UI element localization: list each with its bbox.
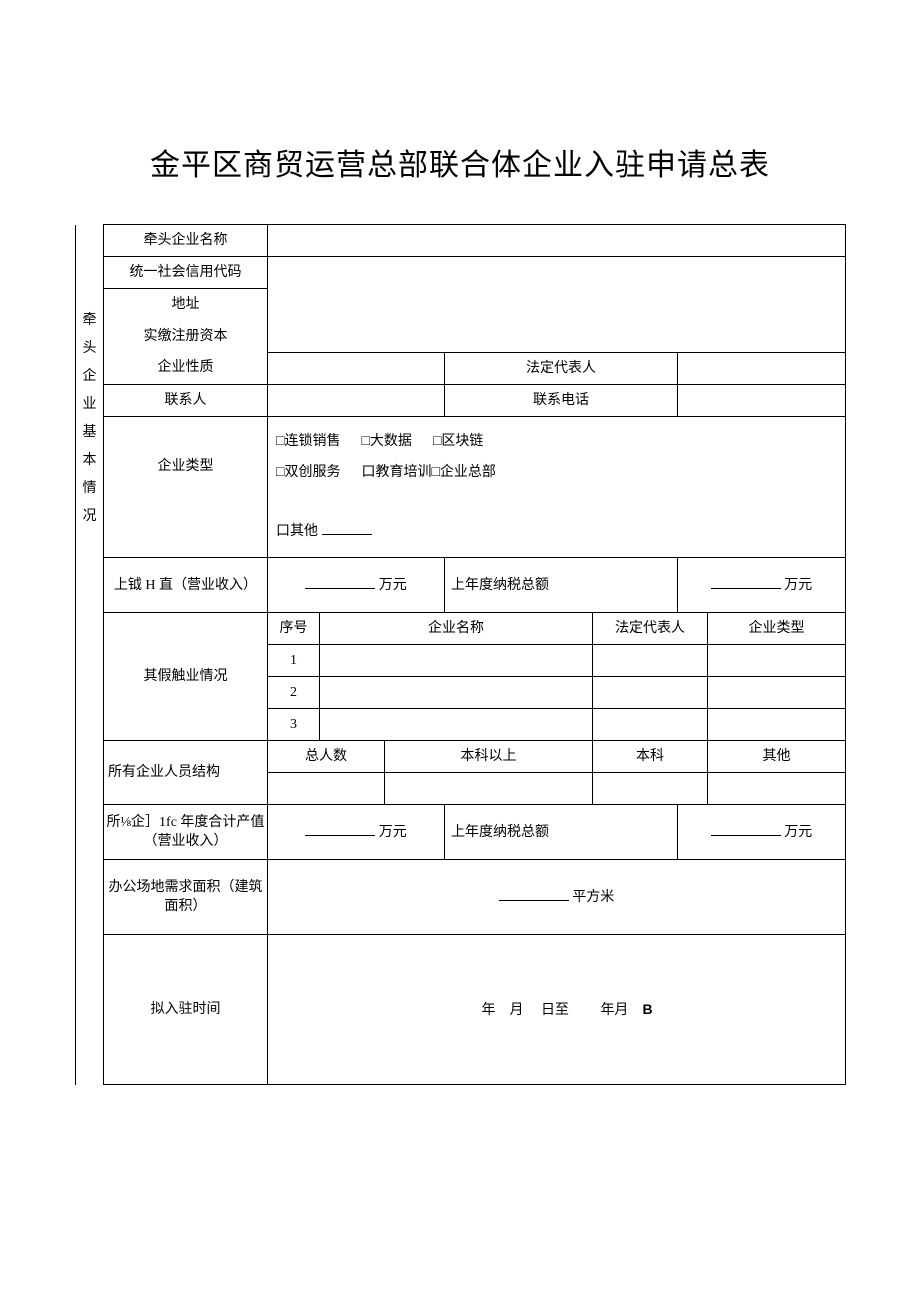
opt-blockchain[interactable]: □区块链: [433, 434, 483, 449]
opt-big-data[interactable]: □大数据: [361, 434, 411, 449]
seq-3: 3: [268, 709, 320, 741]
col-company-name: 企业名称: [320, 613, 593, 645]
row1-type[interactable]: [708, 645, 846, 677]
col-seqno: 序号: [268, 613, 320, 645]
value-address[interactable]: [268, 289, 846, 321]
col-other: 其他: [708, 741, 846, 773]
field-staff-structure: 所有企业人员结构: [104, 741, 268, 805]
section2-spacer: [76, 613, 104, 1085]
opt-chain-sales[interactable]: □连锁销售: [276, 434, 340, 449]
section-lead-label: 牵头企业基本情况: [76, 225, 104, 613]
val-office-area[interactable]: 平方米: [268, 860, 846, 935]
val-planned-time[interactable]: 年 月 日至 年月 B: [268, 935, 846, 1085]
page-title: 金平区商贸运营总部联合体企业入驻申请总表: [75, 140, 845, 184]
col-legal-rep: 法定代表人: [593, 613, 708, 645]
field-paid-capital: 实缴注册资本: [104, 321, 268, 353]
seq-2: 2: [268, 677, 320, 709]
row2-name[interactable]: [320, 677, 593, 709]
field-office-area: 办公场地需求面积（建筑面积）: [104, 860, 268, 935]
row3-legal[interactable]: [593, 709, 708, 741]
value-legal-rep[interactable]: [678, 353, 846, 385]
value-credit-code[interactable]: [268, 257, 846, 289]
value-prev-tax[interactable]: 万元: [678, 558, 846, 613]
row1-legal[interactable]: [593, 645, 708, 677]
field-company-type-cont: [104, 517, 268, 558]
opt-innovation[interactable]: □双创服务: [276, 465, 340, 480]
value-contact-person[interactable]: [268, 385, 445, 417]
application-form-table: 牵头企业基本情况 牵头企业名称 统一社会信用代码 地址 实缴注册资本 企业性质 …: [75, 224, 846, 1085]
field-company-nature: 企业性质: [104, 353, 268, 385]
row3-name[interactable]: [320, 709, 593, 741]
field-other-biz: 其假触业情况: [104, 613, 268, 741]
field-prev-output: 上钺 H 直（营业收入）: [104, 558, 268, 613]
value-contact-phone[interactable]: [678, 385, 846, 417]
field-all-prev-tax: 上年度纳税总额: [445, 805, 678, 860]
field-credit-code: 统一社会信用代码: [104, 257, 268, 289]
field-lead-company-name: 牵头企业名称: [104, 225, 268, 257]
value-company-type[interactable]: □连锁销售 □大数据 □区块链 □双创服务 口教育培训□企业总部: [268, 417, 846, 517]
val-total-count[interactable]: [268, 773, 385, 805]
value-paid-capital[interactable]: [268, 321, 846, 353]
row2-type[interactable]: [708, 677, 846, 709]
opt-edu[interactable]: 口教育培训: [361, 465, 431, 480]
val-all-prev-tax[interactable]: 万元: [678, 805, 846, 860]
col-bachelor-above: 本科以上: [385, 741, 593, 773]
field-legal-rep: 法定代表人: [445, 353, 678, 385]
seq-1: 1: [268, 645, 320, 677]
col-total-count: 总人数: [268, 741, 385, 773]
value-prev-output[interactable]: 万元: [268, 558, 445, 613]
field-prev-tax: 上年度纳税总额: [445, 558, 678, 613]
field-planned-time: 拟入驻时间: [104, 935, 268, 1085]
field-contact-person: 联系人: [104, 385, 268, 417]
field-address: 地址: [104, 289, 268, 321]
row1-name[interactable]: [320, 645, 593, 677]
value-company-type-other[interactable]: 口其他: [268, 517, 846, 558]
opt-other[interactable]: 口其他: [276, 524, 318, 539]
field-all-annual: 所⅛企］1fc 年度合计产值（营业收入）: [104, 805, 268, 860]
value-lead-company-name[interactable]: [268, 225, 846, 257]
val-bachelor-above[interactable]: [385, 773, 593, 805]
val-other[interactable]: [708, 773, 846, 805]
field-company-type: 企业类型: [104, 417, 268, 517]
row2-legal[interactable]: [593, 677, 708, 709]
row3-type[interactable]: [708, 709, 846, 741]
col-company-type: 企业类型: [708, 613, 846, 645]
field-contact-phone: 联系电话: [445, 385, 678, 417]
opt-hq[interactable]: □企业总部: [431, 465, 495, 480]
col-bachelor: 本科: [593, 741, 708, 773]
value-company-nature[interactable]: [268, 353, 445, 385]
val-all-annual[interactable]: 万元: [268, 805, 445, 860]
val-bachelor[interactable]: [593, 773, 708, 805]
